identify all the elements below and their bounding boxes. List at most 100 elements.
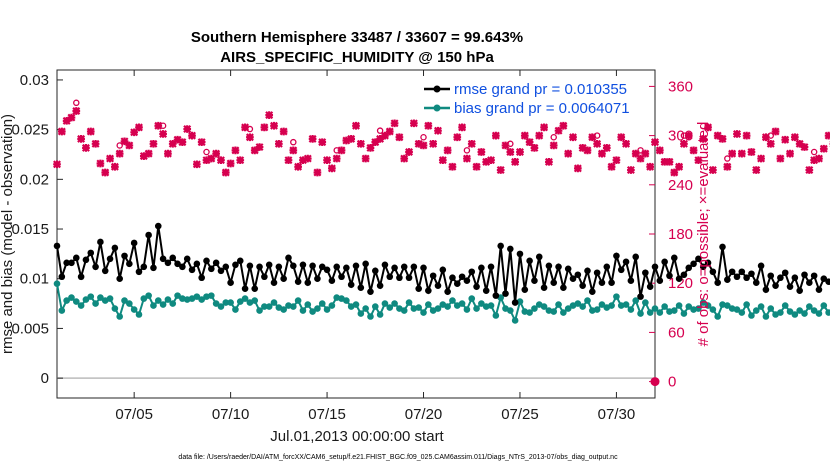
obs-evaluated-marker bbox=[130, 128, 139, 137]
rmse-point bbox=[362, 260, 369, 268]
bias-point bbox=[815, 310, 823, 317]
obs-evaluated-marker bbox=[81, 143, 90, 152]
bias-point bbox=[299, 307, 307, 314]
obs-evaluated-marker bbox=[786, 149, 795, 158]
obs-evaluated-marker bbox=[192, 160, 201, 169]
obs-evaluated-marker bbox=[327, 164, 336, 173]
obs-evaluated-marker bbox=[356, 139, 365, 148]
bias-point bbox=[695, 305, 702, 312]
y-right-tick-label: 360 bbox=[668, 78, 693, 95]
rmse-point bbox=[405, 274, 413, 282]
obs-possible-marker bbox=[767, 132, 774, 139]
rmse-point bbox=[280, 275, 287, 283]
chart-title: Southern Hemisphere 33487 / 33607 = 99.6… bbox=[191, 29, 523, 46]
bias-point bbox=[82, 296, 90, 303]
rmse-point bbox=[82, 256, 90, 264]
bias-point bbox=[574, 300, 582, 307]
obs-evaluated-marker bbox=[728, 149, 737, 158]
rmse-point bbox=[820, 275, 828, 283]
obs-evaluated-marker bbox=[704, 123, 713, 132]
rmse-point bbox=[58, 273, 66, 281]
bias-point bbox=[130, 306, 138, 313]
obs-evaluated-marker bbox=[790, 133, 799, 142]
bias-point bbox=[593, 306, 601, 313]
obs-evaluated-marker bbox=[564, 149, 573, 158]
obs-evaluated-marker bbox=[303, 154, 312, 163]
rmse-point bbox=[743, 274, 750, 282]
obs-possible-marker bbox=[290, 138, 297, 146]
bias-point bbox=[116, 313, 123, 320]
bias-point bbox=[261, 303, 268, 310]
rmse-point bbox=[564, 265, 572, 273]
rmse-point bbox=[801, 271, 808, 279]
obs-evaluated-marker bbox=[154, 121, 163, 130]
obs-evaluated-marker bbox=[438, 156, 447, 165]
obs-evaluated-marker bbox=[414, 139, 423, 148]
bias-point bbox=[111, 305, 119, 312]
bias-point bbox=[222, 299, 230, 306]
obs-possible-marker bbox=[376, 127, 384, 134]
rmse-point bbox=[589, 288, 596, 295]
bias-point bbox=[550, 308, 558, 315]
obs-possible-marker bbox=[203, 148, 210, 156]
bias-point bbox=[169, 300, 177, 307]
bias-point bbox=[232, 306, 239, 313]
obs-evaluated-marker bbox=[549, 141, 558, 150]
obs-evaluated-marker bbox=[371, 138, 380, 147]
rmse-point bbox=[97, 238, 104, 246]
bias-point bbox=[212, 300, 220, 307]
obs-evaluated-marker bbox=[139, 152, 148, 161]
bias-point bbox=[801, 310, 808, 317]
rmse-point bbox=[791, 274, 799, 282]
bias-point bbox=[507, 307, 514, 314]
obs-evaluated-marker bbox=[332, 154, 341, 163]
rmse-point bbox=[603, 263, 611, 271]
bias-point bbox=[651, 305, 659, 312]
rmse-point bbox=[656, 277, 664, 285]
rmse-point bbox=[796, 287, 803, 294]
bias-point bbox=[786, 308, 794, 315]
rmse-point bbox=[352, 262, 360, 270]
bias-point bbox=[791, 311, 799, 318]
rmse-point bbox=[261, 273, 268, 281]
rmse-point bbox=[154, 222, 162, 230]
bias-point bbox=[58, 307, 66, 314]
obs-evaluated-marker bbox=[448, 162, 457, 171]
rmse-point bbox=[135, 268, 143, 276]
bias-point bbox=[87, 293, 95, 300]
obs-evaluated-marker bbox=[675, 162, 684, 171]
bias-point bbox=[270, 299, 278, 306]
bias-point bbox=[642, 299, 649, 306]
bias-point bbox=[227, 299, 234, 306]
obs-evaluated-marker bbox=[559, 121, 568, 130]
rmse-point bbox=[290, 262, 297, 270]
rmse-point bbox=[212, 259, 220, 267]
bias-point bbox=[458, 300, 466, 307]
obs-evaluated-marker bbox=[742, 131, 751, 140]
obs-evaluated-marker bbox=[569, 133, 577, 142]
rmse-point bbox=[468, 268, 476, 276]
bias-point bbox=[434, 305, 442, 312]
rmse-point bbox=[728, 268, 736, 276]
rmse-point bbox=[642, 269, 649, 277]
rmse-point bbox=[101, 267, 109, 275]
obs-evaluated-marker bbox=[289, 146, 298, 155]
bias-point bbox=[608, 302, 615, 309]
obs-evaluated-marker bbox=[376, 134, 385, 143]
rmse-point bbox=[232, 261, 239, 269]
rmse-point bbox=[270, 279, 278, 287]
bias-point bbox=[622, 301, 630, 308]
rmse-point bbox=[343, 264, 350, 272]
bias-point bbox=[371, 303, 379, 310]
obs-evaluated-marker bbox=[274, 139, 283, 148]
rmse-point bbox=[415, 285, 422, 292]
obs-evaluated-marker bbox=[250, 146, 259, 155]
rmse-point bbox=[174, 260, 181, 268]
rmse-point bbox=[757, 262, 765, 270]
y-tick-label: 0.005 bbox=[11, 320, 49, 337]
obs-evaluated-marker bbox=[419, 141, 428, 150]
rmse-point bbox=[719, 243, 726, 251]
obs-evaluated-marker bbox=[766, 139, 775, 148]
obs-evaluated-marker bbox=[202, 156, 211, 165]
bias-point bbox=[376, 311, 384, 318]
